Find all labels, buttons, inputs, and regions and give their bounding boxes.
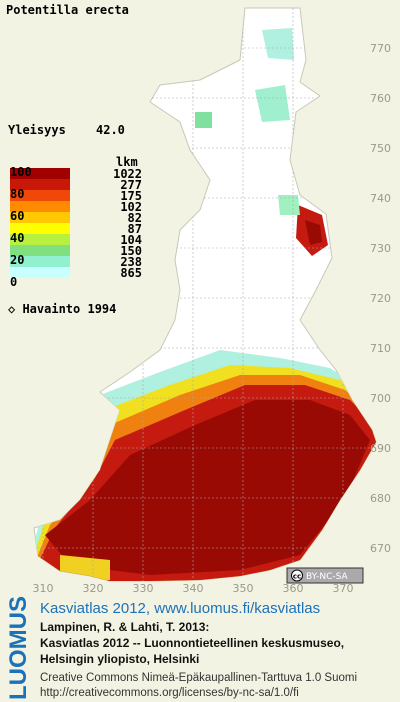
frequency-label: Yleisyys — [8, 123, 66, 137]
legend-count: 87 — [128, 222, 142, 236]
license-line: http://creativecommons.org/licenses/by-n… — [40, 687, 299, 699]
badge-text: BY-NC-SA — [306, 572, 349, 582]
easting-label: 320 — [83, 582, 104, 595]
northing-label: 710 — [370, 342, 391, 355]
legend-swatch — [10, 267, 70, 278]
legend-scale-label: 60 — [10, 209, 24, 223]
legend-scale-label: 40 — [10, 231, 24, 245]
easting-label: 310 — [33, 582, 54, 595]
legend-scale-label: 100 — [10, 165, 32, 179]
legend-count: 175 — [120, 189, 142, 203]
citation-line: Helsingin yliopisto, Helsinki — [40, 652, 199, 666]
frequency-value: 42.0 — [96, 123, 125, 137]
legend-swatch — [10, 179, 70, 190]
legend-count: 102 — [120, 200, 142, 214]
legend-count: 150 — [120, 244, 142, 258]
northing-label: 670 — [370, 542, 391, 555]
footer-headline: Kasviatlas 2012, www.luomus.fi/kasviatla… — [40, 600, 320, 617]
legend-scale-label: 80 — [10, 187, 24, 201]
easting-label: 330 — [133, 582, 154, 595]
easting-label: 360 — [283, 582, 304, 595]
legend-scale-label: 0 — [10, 275, 17, 289]
legend-swatch — [10, 245, 70, 256]
legend-swatch — [10, 234, 70, 245]
count-header: lkm — [116, 155, 138, 169]
species-title: Potentilla erecta — [6, 3, 129, 17]
legend: lkm ◇ Havainto 1994 — [8, 155, 138, 316]
legend-count: 104 — [120, 233, 142, 247]
legend-count: 865 — [120, 266, 142, 280]
labels: 100 80 60 40 20 0 1022277175102828710415023886… — [10, 42, 391, 595]
logo: LUOMUS — [5, 596, 32, 700]
svg-text:cc: cc — [293, 573, 301, 581]
northing-label: 770 — [370, 42, 391, 55]
legend-scale-label: 20 — [10, 253, 24, 267]
legend-swatch — [10, 256, 70, 267]
easting-label: 340 — [183, 582, 204, 595]
northing-label: 730 — [370, 242, 391, 255]
legend-count: 277 — [120, 178, 142, 192]
license-badge: cc BY-NC-SA — [286, 567, 364, 584]
observation-legend: ◇ Havainto 1994 — [8, 302, 116, 316]
northing-label: 690 — [370, 442, 391, 455]
northing-label: 740 — [370, 192, 391, 205]
easting-label: 350 — [233, 582, 254, 595]
citation-line: Lampinen, R. & Lahti, T. 2013: — [40, 620, 209, 634]
northing-label: 750 — [370, 142, 391, 155]
northing-label: 700 — [370, 392, 391, 405]
northing-label: 720 — [370, 292, 391, 305]
legend-swatch — [10, 201, 70, 212]
easting-label: 370 — [333, 582, 354, 595]
legend-count: 1022 — [113, 167, 142, 181]
legend-swatch — [10, 212, 70, 223]
observation-text: Havainto 1994 — [22, 302, 116, 316]
legend-swatch — [10, 168, 70, 179]
license-line: Creative Commons Nimeä-Epäkaupallinen-Ta… — [40, 672, 357, 684]
northing-label: 760 — [370, 92, 391, 105]
legend-swatch — [10, 190, 70, 201]
legend-swatch — [10, 223, 70, 234]
legend-count: 238 — [120, 255, 142, 269]
citation-line: Kasviatlas 2012 -- Luonnontieteellinen k… — [40, 636, 344, 650]
legend-count: 82 — [128, 211, 142, 225]
northing-label: 680 — [370, 492, 391, 505]
